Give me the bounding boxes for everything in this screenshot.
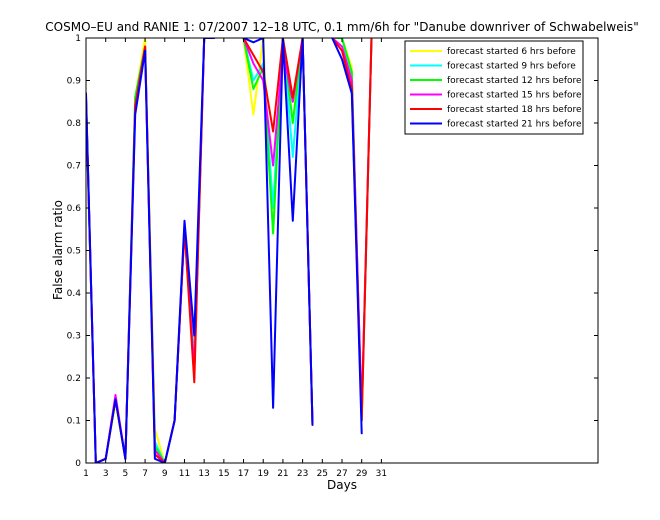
y-axis-label: False alarm ratio [51, 200, 65, 300]
y-tick-label: 0.8 [67, 119, 82, 129]
legend-label: forecast started 9 hrs before [447, 62, 576, 72]
y-tick-label: 0.5 [67, 247, 81, 257]
x-tick-label: 25 [317, 469, 328, 479]
series-line-6 [86, 38, 363, 463]
series-line-3 [86, 38, 373, 463]
series-line-5 [86, 38, 373, 463]
y-tick-label: 0.4 [67, 289, 82, 299]
legend: forecast started 6 hrs before forecast st… [404, 40, 584, 135]
series-lines [86, 38, 373, 463]
legend-label: forecast started 6 hrs before [447, 47, 576, 57]
legend-label: forecast started 21 hrs before [447, 120, 582, 130]
y-tick-label: 0.9 [67, 77, 82, 87]
chart-title: COSMO–EU and RANIE 1: 07/2007 12–18 UTC,… [45, 20, 638, 34]
x-tick-label: 5 [123, 469, 129, 479]
x-tick-label: 9 [162, 469, 168, 479]
x-tick-label: 1 [83, 469, 89, 479]
x-tick-label: 15 [218, 469, 229, 479]
x-tick-label: 21 [277, 469, 288, 479]
y-tick-label: 1 [75, 34, 81, 44]
legend-label: forecast started 15 hrs before [447, 91, 582, 101]
series-line-2 [86, 38, 373, 463]
x-axis-label: Days [327, 478, 357, 492]
legend-box [404, 40, 584, 135]
x-tick-label: 11 [179, 469, 190, 479]
legend-label: forecast started 18 hrs before [447, 105, 582, 115]
x-tick-label: 27 [336, 469, 347, 479]
y-tick-label: 0.6 [67, 204, 82, 214]
x-tick-label: 23 [297, 469, 308, 479]
series-line-1 [86, 38, 373, 463]
x-tick-label: 29 [356, 469, 368, 479]
x-tick-label: 19 [258, 469, 270, 479]
x-tick-label: 17 [238, 469, 249, 479]
y-tick-label: 0.2 [67, 374, 81, 384]
x-tick-label: 31 [376, 469, 387, 479]
y-tick-label: 0.7 [67, 162, 81, 172]
x-tick-label: 3 [103, 469, 109, 479]
y-tick-label: 0 [75, 459, 81, 469]
x-tick-label: 7 [142, 469, 148, 479]
series-line-4 [86, 38, 373, 463]
y-tick-label: 0.3 [67, 332, 81, 342]
y-tick-label: 0.1 [67, 417, 81, 427]
legend-label: forecast started 12 hrs before [447, 76, 582, 86]
x-tick-label: 13 [198, 469, 209, 479]
